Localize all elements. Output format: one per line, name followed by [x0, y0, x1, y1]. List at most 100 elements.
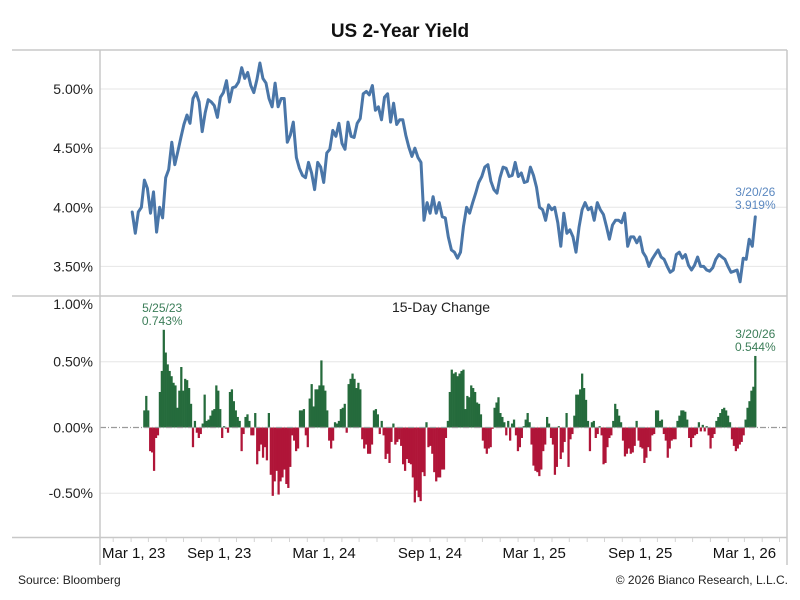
change-bar-negative [544, 427, 547, 445]
change-bar-positive [174, 385, 177, 428]
change-bar-positive [682, 410, 685, 428]
change-bar-negative [567, 427, 570, 467]
change-bar-positive [351, 373, 354, 428]
change-bar-positive [474, 391, 477, 428]
change-bar-negative [631, 427, 634, 453]
change-bar-positive [472, 388, 475, 428]
change-bar-negative [627, 427, 630, 449]
change-bar-negative [279, 427, 282, 482]
change-bar-negative [240, 427, 243, 452]
change-bar-positive [678, 415, 681, 428]
change-bar-negative [390, 427, 393, 442]
change-bar-negative [271, 427, 274, 496]
change-bar-negative [258, 427, 261, 452]
change-bar-positive [726, 415, 730, 428]
change-bar-negative [293, 427, 296, 441]
change-bar-positive [230, 389, 234, 428]
change-bar-negative [328, 427, 331, 441]
change-bar-positive [203, 394, 206, 428]
change-bar-positive [160, 370, 163, 428]
change-bar-negative [296, 427, 300, 449]
change-bar-negative [637, 427, 640, 441]
change-bar-positive [654, 410, 658, 428]
data-label-value: 0.544% [735, 340, 776, 354]
x-tick-label: Sep 1, 25 [608, 545, 672, 562]
change-bar-positive [618, 415, 621, 428]
change-bar-positive [614, 403, 617, 428]
change-bar-positive [565, 413, 568, 428]
change-bar-negative [553, 427, 557, 475]
x-tick-label: Sep 1, 24 [398, 545, 462, 562]
change-bar-positive [499, 413, 502, 428]
change-bar-positive [526, 413, 529, 428]
change-bar-negative [555, 427, 558, 467]
data-labels: 3/20/263.919%5/25/230.743%3/20/260.544% [142, 185, 776, 354]
change-bar-positive [232, 401, 235, 428]
change-bar-positive [616, 409, 619, 428]
change-bar-negative [623, 427, 627, 457]
change-bar-negative [709, 427, 712, 449]
change-bar-positive [339, 409, 342, 428]
change-bar-positive [522, 426, 525, 428]
change-bar-negative [645, 427, 648, 458]
change-bar-negative [388, 427, 391, 463]
change-bar-positive [347, 384, 350, 428]
change-bar-positive [145, 395, 148, 428]
change-bar-positive [584, 399, 588, 428]
change-bar-positive [750, 390, 753, 428]
change-bar-negative [306, 427, 309, 448]
change-bar-negative [639, 427, 642, 448]
change-bar-negative [600, 427, 603, 436]
change-bar-negative [569, 427, 572, 440]
change-bar-negative [649, 427, 652, 452]
change-bar-negative [197, 427, 200, 438]
change-bar-positive [744, 419, 747, 428]
change-bar-positive [162, 329, 165, 428]
change-bar-negative [195, 427, 199, 433]
change-bar-positive [184, 378, 187, 428]
change-bar-negative [483, 427, 486, 449]
change-bar-positive [573, 415, 576, 428]
change-bar-positive [186, 380, 189, 428]
change-bar-positive [507, 420, 510, 428]
change-bar-negative [670, 427, 673, 441]
change-bar-negative [407, 427, 411, 463]
change-bar-positive [341, 407, 344, 428]
change-bar-positive [343, 403, 346, 428]
change-bar-negative [516, 427, 520, 452]
change-bar-positive [324, 390, 327, 428]
change-bar-positive [314, 389, 317, 428]
change-bar-negative [633, 427, 636, 446]
change-bar-positive [215, 385, 218, 428]
change-bar-negative [629, 427, 632, 454]
y-tick-label: 5.00% [53, 81, 93, 97]
change-bar-negative [285, 427, 288, 485]
change-bar-negative [382, 427, 385, 436]
change-bar-positive [575, 394, 578, 428]
change-bar-negative [588, 427, 592, 452]
change-bar-negative [571, 427, 574, 435]
change-bar-negative [742, 427, 745, 436]
change-bar-positive [660, 419, 664, 428]
change-bar-positive [355, 388, 358, 428]
change-bar-negative [559, 427, 562, 460]
change-bar-negative [707, 427, 710, 436]
change-bar-positive [320, 360, 323, 428]
change-bar-negative [487, 427, 490, 449]
change-bar-positive [495, 402, 498, 428]
change-bar-positive [458, 373, 461, 428]
change-bar-positive [359, 389, 362, 428]
change-bar-negative [287, 427, 290, 488]
change-bar-negative [530, 427, 533, 445]
change-bar-positive [178, 390, 181, 428]
data-label-date: 3/20/26 [735, 185, 775, 199]
change-bar-negative [330, 427, 333, 449]
change-bar-positive [452, 373, 455, 428]
change-bar-positive [468, 397, 471, 428]
change-bar-negative [713, 427, 716, 435]
change-bar-positive [460, 370, 463, 428]
change-bar-negative [688, 427, 691, 438]
change-bar-negative [368, 427, 372, 454]
change-bar-positive [318, 385, 321, 428]
change-bar-positive [187, 388, 191, 428]
